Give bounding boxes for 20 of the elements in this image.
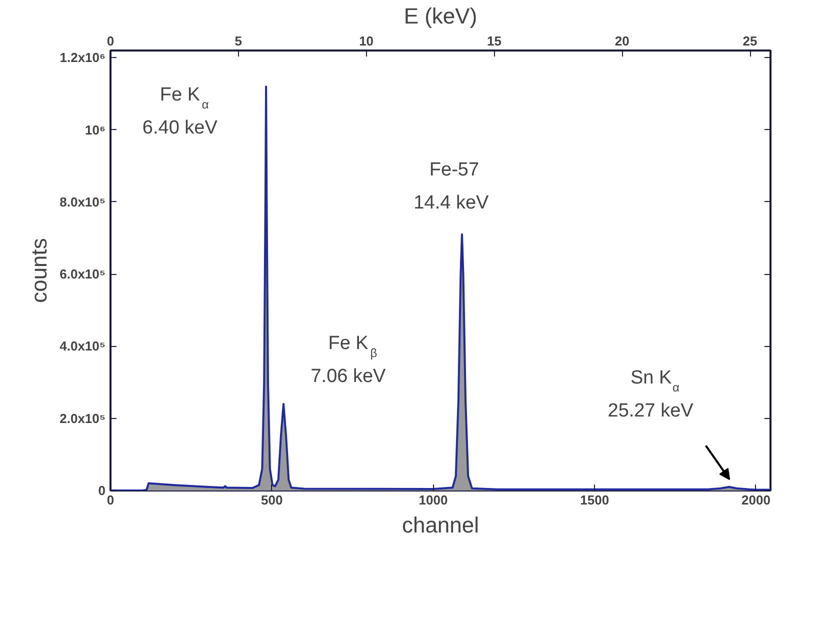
x-tick-label: 500 [261, 492, 283, 508]
y-tick-label: 10⁶ [85, 122, 106, 138]
x-tick-label: 1000 [418, 492, 448, 508]
y-tick-label: 1.2x10⁶ [60, 50, 106, 66]
x2-axis-title: E (keV) [404, 4, 478, 28]
annotation: Fe-57 14.4 keV [414, 159, 490, 214]
x2-tick-label: 25 [742, 34, 758, 48]
y-tick-label: 4.0x10⁵ [60, 338, 106, 354]
y-axis-title: counts [26, 238, 52, 303]
x2-tick-label: 15 [486, 34, 502, 48]
x-axis-title: channel [402, 512, 480, 538]
x2-tick-label: 20 [614, 34, 630, 48]
y-tick-label: 0 [98, 483, 106, 498]
x2-tick-label: 10 [359, 34, 374, 48]
y-tick-label: 8.0x10⁵ [60, 194, 106, 210]
x2-tick-label: 5 [234, 34, 242, 48]
x-tick-label: 2000 [742, 492, 770, 508]
y-tick-label: 6.0x10⁵ [60, 266, 106, 282]
y-tick-label: 2.0x10⁵ [60, 410, 106, 426]
x-tick-label: 1500 [580, 492, 610, 508]
